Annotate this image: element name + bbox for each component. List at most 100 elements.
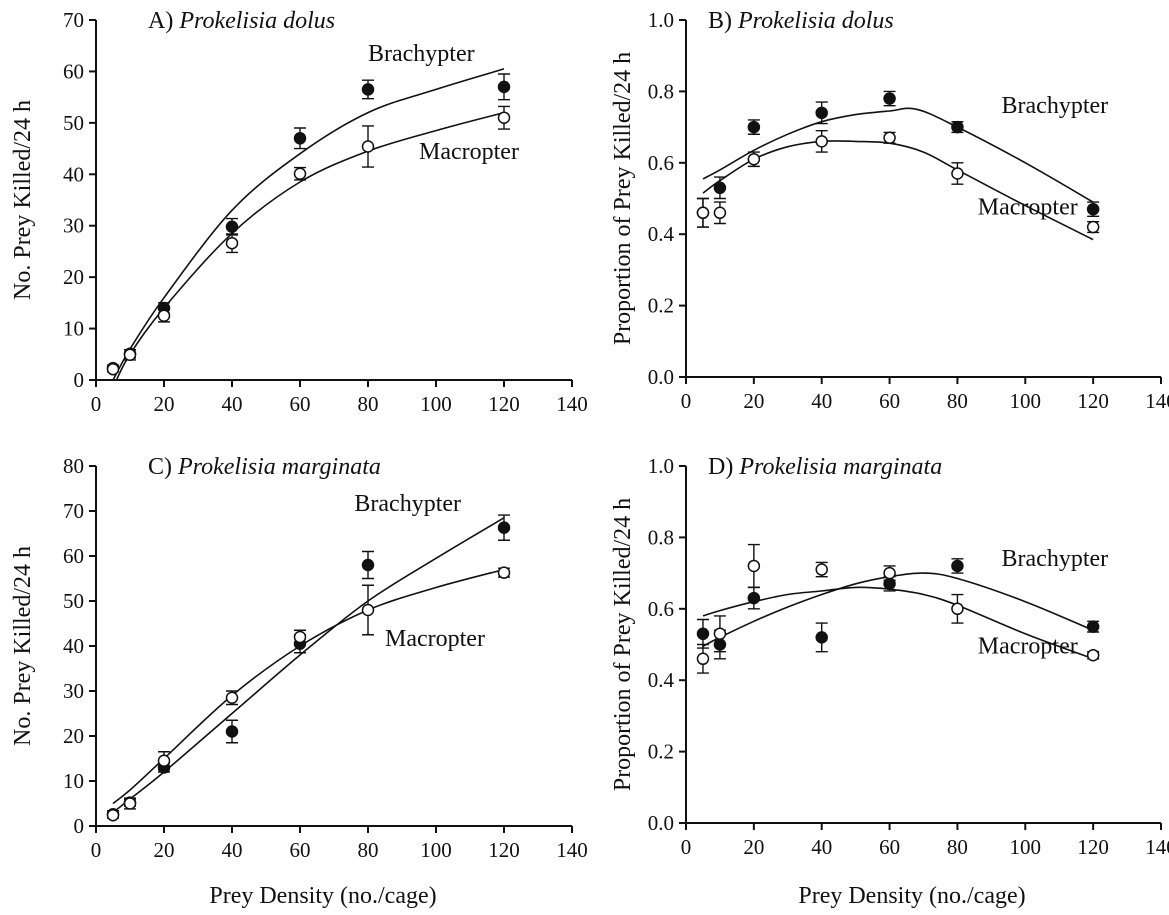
x-tick-label: 60 (290, 392, 311, 416)
series-label-brachypter: Brachypter (354, 491, 461, 517)
x-tick-label: 140 (556, 392, 588, 416)
fit-curve-macropter (115, 111, 505, 381)
y-tick-label: 60 (63, 544, 84, 568)
x-tick-label: 120 (1077, 835, 1109, 859)
series-label-brachypter: Brachypter (1002, 546, 1109, 572)
panel-c: 0 20 40 60 80 100 120 140 0 10 20 30 40 50 60 70 80 No. P… (10, 454, 588, 862)
x-tick-label: 0 (91, 392, 102, 416)
x-tick-label: 100 (1010, 835, 1042, 859)
data-point-macropter (883, 566, 896, 580)
data-point-macropter (1086, 220, 1100, 234)
y-tick-label: 0.0 (648, 365, 674, 389)
y-tick-label: 20 (63, 265, 84, 289)
data-point-macropter (883, 131, 896, 145)
y-tick-label: 0.6 (648, 151, 674, 175)
panel-species: Prokelisia marginata (738, 454, 942, 480)
series-brachypter: Brachypter (106, 491, 511, 821)
data-point-brachypter (713, 181, 727, 195)
x-tick-label: 80 (358, 392, 379, 416)
y-tick-label: 60 (63, 59, 84, 83)
data-point-brachypter (225, 220, 239, 233)
data-point-macropter (361, 603, 375, 617)
data-point-brachypter (497, 80, 511, 94)
y-tick-label: 0.4 (648, 222, 675, 246)
data-point-brachypter (361, 558, 375, 572)
series-label-macropter: Macropter (978, 633, 1078, 659)
data-point-macropter (747, 152, 761, 166)
panel-title: B) Prokelisia dolus (708, 8, 894, 34)
data-point-macropter (106, 808, 120, 822)
y-tick-label: 20 (63, 724, 84, 748)
series-label-macropter: Macropter (978, 195, 1078, 221)
data-point-macropter (497, 566, 511, 579)
panel-species: Prokelisia marginata (177, 454, 381, 480)
data-point-brachypter (1086, 620, 1100, 633)
data-point-macropter (696, 206, 710, 220)
data-point-macropter (815, 135, 828, 148)
y-tick-label: 0 (74, 814, 85, 838)
panel-letter: D) (708, 454, 733, 480)
y-tick-label: 1.0 (648, 8, 674, 32)
data-point-brachypter (293, 132, 307, 145)
y-tick-label: 0 (74, 368, 85, 392)
panel-species: Prokelisia dolus (178, 8, 335, 34)
y-axis-title: No. Prey Killed/24 h (10, 546, 36, 746)
y-tick-label: 10 (63, 769, 84, 793)
data-point-macropter (1086, 648, 1100, 662)
data-point-macropter (157, 754, 171, 767)
y-axis-title: Proportion of Prey Killed/24 h (610, 52, 636, 345)
series-label-brachypter: Brachypter (368, 41, 475, 67)
y-tick-label: 80 (63, 454, 84, 478)
x-tick-label: 0 (91, 838, 102, 862)
x-tick-label: 40 (222, 838, 243, 862)
y-tick-label: 40 (63, 634, 84, 658)
y-axis-title: Proportion of Prey Killed/24 h (610, 498, 636, 791)
x-tick-label: 100 (420, 392, 452, 416)
y-tick-label: 10 (63, 317, 84, 341)
x-tick-label: 20 (154, 392, 175, 416)
x-axis-title-right: Prey Density (no./cage) (798, 883, 1025, 909)
x-tick-label: 80 (947, 835, 968, 859)
x-tick-label: 140 (1145, 835, 1169, 859)
x-tick-label: 120 (488, 838, 520, 862)
y-axis-title: No. Prey Killed/24 h (10, 100, 36, 300)
data-point-brachypter (951, 120, 964, 134)
data-point-macropter (696, 652, 710, 666)
data-point-macropter (713, 206, 727, 220)
fit-curve-brachypter (702, 107, 1094, 203)
x-tick-label: 60 (879, 389, 900, 413)
series-macropter: Macropter (696, 129, 1100, 241)
data-point-macropter (123, 797, 137, 810)
data-point-brachypter (696, 627, 710, 641)
x-tick-label: 20 (743, 389, 764, 413)
x-tick-label: 20 (154, 838, 175, 862)
x-tick-label: 0 (681, 389, 692, 413)
x-tick-label: 80 (358, 838, 379, 862)
data-point-brachypter (951, 559, 964, 573)
panel-title: C) Prokelisia marginata (148, 454, 381, 480)
fit-curve-macropter (702, 586, 1094, 660)
panel-title: D) Prokelisia marginata (708, 454, 942, 480)
x-tick-label: 140 (1145, 389, 1169, 413)
panel-species: Prokelisia dolus (737, 8, 894, 34)
y-tick-label: 0.6 (648, 597, 674, 621)
data-point-brachypter (1086, 202, 1100, 216)
data-point-macropter (225, 691, 239, 704)
y-tick-label: 50 (63, 111, 84, 135)
y-tick-label: 0.8 (648, 79, 674, 103)
x-tick-label: 20 (743, 835, 764, 859)
data-point-macropter (713, 627, 727, 641)
y-tick-label: 0.0 (648, 811, 674, 835)
series-macropter: Macropter (696, 543, 1100, 674)
series-label-brachypter: Brachypter (1002, 93, 1109, 119)
fit-curve-macropter (702, 140, 1094, 241)
x-tick-label: 100 (420, 838, 452, 862)
y-tick-label: 40 (63, 162, 84, 186)
data-point-macropter (951, 602, 964, 616)
data-point-brachypter (497, 521, 511, 534)
data-point-macropter (157, 309, 171, 322)
data-point-macropter (951, 167, 964, 180)
panel-letter: B) (708, 8, 732, 34)
x-tick-label: 0 (681, 835, 692, 859)
data-point-macropter (123, 348, 137, 362)
